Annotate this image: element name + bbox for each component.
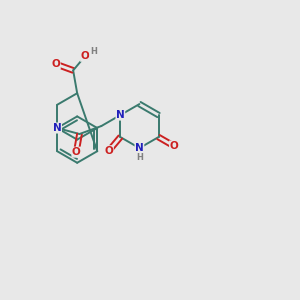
Text: N: N xyxy=(53,123,62,133)
Text: O: O xyxy=(81,51,89,61)
Text: O: O xyxy=(52,59,60,69)
Text: H: H xyxy=(136,153,143,162)
Text: H: H xyxy=(90,47,97,56)
Text: N: N xyxy=(116,110,125,120)
Text: O: O xyxy=(72,147,81,157)
Text: O: O xyxy=(104,146,113,156)
Text: O: O xyxy=(169,141,178,151)
Text: N: N xyxy=(135,143,144,153)
